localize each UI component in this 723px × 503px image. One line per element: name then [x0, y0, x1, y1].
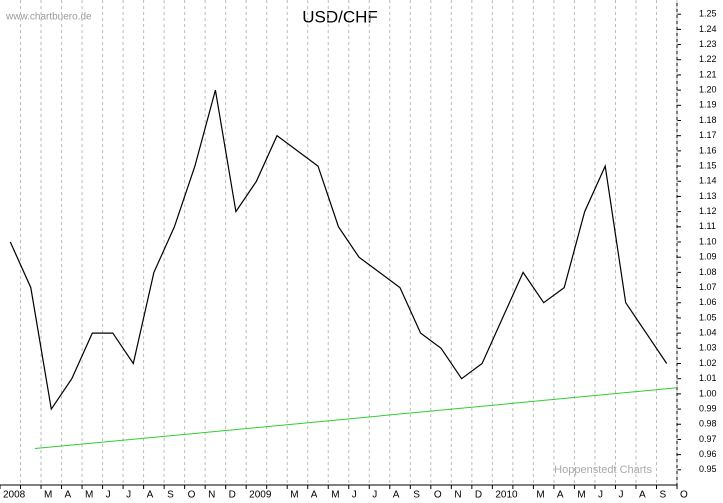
x-tick-label: J: [106, 490, 111, 501]
y-tick-label: 1.25: [699, 9, 717, 19]
x-tick-label: O: [188, 490, 196, 501]
y-tick-label: 1.22: [699, 54, 717, 64]
y-tick-label: 0.99: [699, 403, 717, 413]
trendline: [34, 387, 678, 450]
y-tick-label: 1.06: [699, 297, 717, 307]
y-tick-label: 1.23: [699, 39, 717, 49]
x-tick-label: A: [393, 490, 400, 501]
x-tick-label: M: [331, 490, 339, 501]
y-tick-label: 1.10: [699, 236, 717, 246]
x-tick-label: M: [536, 490, 544, 501]
y-tick-label: 0.97: [699, 434, 717, 444]
y-tick-label: 1.03: [699, 343, 717, 353]
x-tick-label: 2009: [249, 490, 272, 501]
x-tick-label: M: [290, 490, 298, 501]
x-tick-label: N: [208, 490, 215, 501]
y-tick-label: 1.01: [699, 373, 717, 383]
x-tick-label: J: [372, 490, 377, 501]
x-tick-label: 2010: [495, 490, 518, 501]
y-tick-label: 1.18: [699, 115, 717, 125]
y-tick-label: 1.11: [699, 221, 716, 231]
y-tick-label: 1.04: [699, 328, 717, 338]
y-tick-label: 1.19: [699, 100, 717, 110]
x-tick-label: N: [454, 490, 461, 501]
y-tick-label: 1.09: [699, 252, 717, 262]
y-tick-label: 1.24: [699, 24, 717, 34]
credit-label: Hoppenstedt Charts: [554, 464, 652, 476]
price-line: [9, 89, 668, 411]
y-tick-label: 1.20: [699, 85, 717, 95]
y-tick-label: 1.15: [699, 160, 717, 170]
y-tick-label: 1.07: [699, 282, 717, 292]
x-tick-label: S: [659, 490, 666, 501]
x-tick-label: D: [475, 490, 482, 501]
x-tick-label: A: [557, 490, 564, 501]
y-tick-label: 1.08: [699, 267, 717, 277]
x-tick-label: 2008: [3, 490, 26, 501]
x-tick-label: J: [352, 490, 357, 501]
x-tick-label: S: [167, 490, 174, 501]
x-tick-label: J: [618, 490, 623, 501]
y-tick-label: 1.14: [699, 176, 717, 186]
y-tick-label: 1.16: [699, 145, 717, 155]
x-tick-label: A: [311, 490, 318, 501]
x-tick-label: O: [680, 490, 688, 501]
chart-title: USD/CHF: [302, 7, 378, 26]
y-tick-label: 1.13: [699, 191, 717, 201]
y-tick-label: 0.95: [699, 464, 717, 474]
x-tick-label: O: [434, 490, 442, 501]
y-tick-label: 0.96: [699, 449, 717, 459]
source-label: www.chartbuero.de: [5, 12, 92, 23]
y-tick-label: 1.02: [699, 358, 717, 368]
x-tick-label: D: [229, 490, 236, 501]
x-tick-label: J: [598, 490, 603, 501]
y-tick-label: 1.21: [699, 69, 717, 79]
x-tick-label: J: [126, 490, 131, 501]
x-tick-label: A: [147, 490, 154, 501]
x-tick-label: A: [65, 490, 72, 501]
y-tick-label: 1.12: [699, 206, 717, 216]
y-tick-label: 0.98: [699, 419, 717, 429]
y-tick-label: 1.05: [699, 312, 717, 322]
x-tick-label: A: [639, 490, 646, 501]
x-tick-label: M: [577, 490, 585, 501]
x-tick-label: S: [413, 490, 420, 501]
x-tick-label: M: [85, 490, 93, 501]
x-tick-label: M: [44, 490, 52, 501]
y-tick-label: 1.17: [699, 130, 717, 140]
y-tick-label: 1.00: [699, 388, 717, 398]
